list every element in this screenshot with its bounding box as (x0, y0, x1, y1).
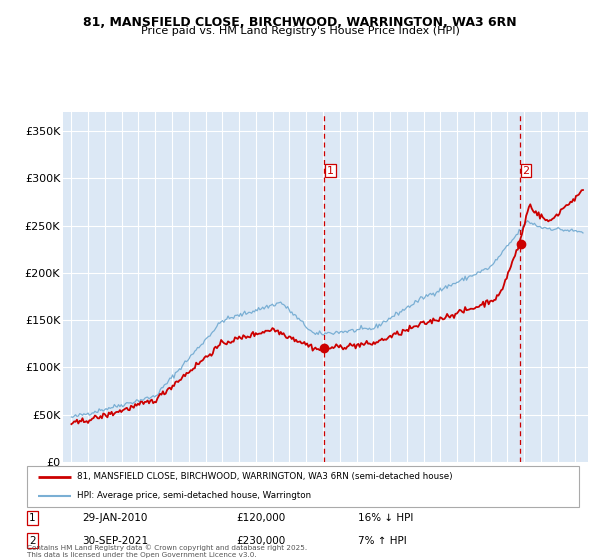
Text: 29-JAN-2010: 29-JAN-2010 (82, 513, 148, 523)
Text: 2: 2 (523, 166, 530, 176)
Text: 81, MANSFIELD CLOSE, BIRCHWOOD, WARRINGTON, WA3 6RN: 81, MANSFIELD CLOSE, BIRCHWOOD, WARRINGT… (83, 16, 517, 29)
Text: £230,000: £230,000 (237, 535, 286, 545)
Text: 1: 1 (327, 166, 334, 176)
Text: 7% ↑ HPI: 7% ↑ HPI (358, 535, 407, 545)
Text: £120,000: £120,000 (237, 513, 286, 523)
Text: Price paid vs. HM Land Registry's House Price Index (HPI): Price paid vs. HM Land Registry's House … (140, 26, 460, 36)
Text: HPI: Average price, semi-detached house, Warrington: HPI: Average price, semi-detached house,… (77, 491, 311, 500)
Text: 30-SEP-2021: 30-SEP-2021 (82, 535, 148, 545)
Text: 81, MANSFIELD CLOSE, BIRCHWOOD, WARRINGTON, WA3 6RN (semi-detached house): 81, MANSFIELD CLOSE, BIRCHWOOD, WARRINGT… (77, 472, 452, 481)
FancyBboxPatch shape (27, 466, 579, 507)
Text: 2: 2 (29, 535, 36, 545)
Text: 16% ↓ HPI: 16% ↓ HPI (358, 513, 413, 523)
Text: 1: 1 (29, 513, 36, 523)
Text: Contains HM Land Registry data © Crown copyright and database right 2025.
This d: Contains HM Land Registry data © Crown c… (27, 545, 307, 558)
